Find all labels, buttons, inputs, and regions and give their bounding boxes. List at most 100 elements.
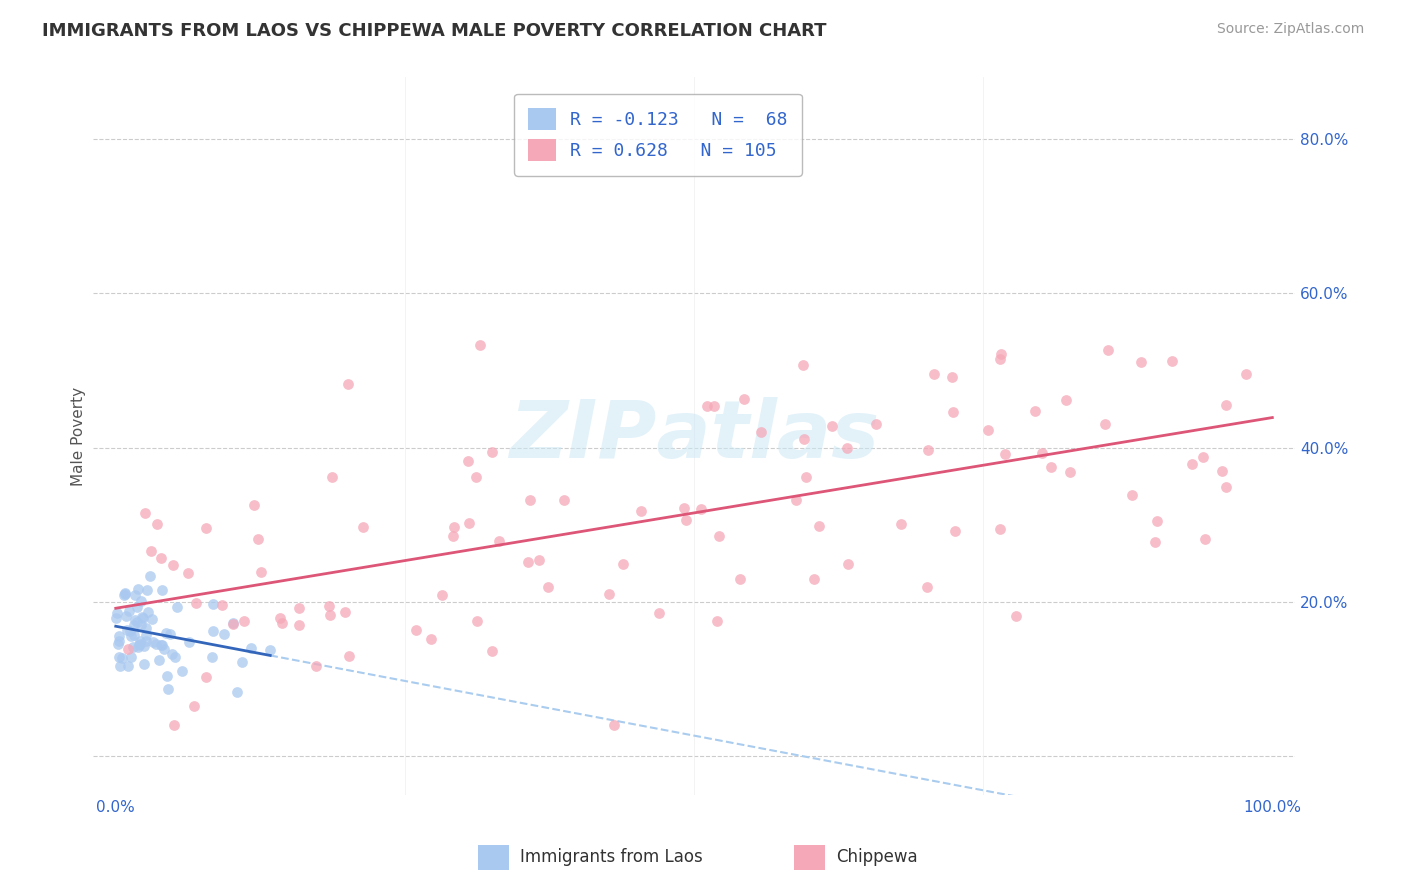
- Point: [703, 399, 725, 413]
- Point: [226, 685, 249, 699]
- Point: [149, 638, 172, 652]
- Point: [135, 621, 157, 635]
- Point: [318, 599, 340, 614]
- Point: [212, 627, 235, 641]
- Text: Source: ZipAtlas.com: Source: ZipAtlas.com: [1216, 22, 1364, 37]
- Point: [1160, 353, 1182, 368]
- Point: [139, 568, 162, 582]
- Point: [690, 502, 713, 516]
- Point: [127, 599, 149, 614]
- Point: [1059, 465, 1081, 479]
- Point: [288, 618, 311, 632]
- Point: [108, 659, 131, 673]
- Point: [124, 613, 146, 627]
- Point: [153, 642, 176, 657]
- Point: [1121, 488, 1143, 502]
- Legend: R = -0.123   N =  68, R = 0.628   N = 105: R = -0.123 N = 68, R = 0.628 N = 105: [515, 94, 801, 176]
- Point: [246, 533, 269, 547]
- Point: [994, 447, 1017, 461]
- Point: [1215, 398, 1237, 412]
- Point: [785, 493, 807, 508]
- Point: [107, 650, 129, 665]
- Point: [148, 653, 170, 667]
- Point: [120, 629, 142, 643]
- Point: [269, 611, 291, 625]
- Point: [135, 628, 157, 642]
- Point: [1039, 460, 1062, 475]
- Point: [107, 637, 129, 651]
- Point: [1094, 417, 1116, 431]
- Point: [430, 589, 453, 603]
- Point: [128, 638, 150, 652]
- Text: Chippewa: Chippewa: [837, 848, 918, 866]
- Point: [319, 607, 342, 622]
- Point: [177, 566, 200, 581]
- Point: [288, 601, 311, 615]
- Point: [988, 352, 1011, 367]
- Point: [132, 657, 155, 671]
- Point: [233, 614, 256, 628]
- Point: [1129, 355, 1152, 369]
- Point: [127, 582, 149, 596]
- Point: [201, 624, 224, 638]
- Point: [612, 557, 634, 571]
- Point: [728, 572, 751, 586]
- Point: [202, 597, 225, 611]
- Point: [1144, 534, 1167, 549]
- Point: [271, 615, 294, 630]
- Point: [162, 558, 184, 572]
- Point: [142, 634, 165, 648]
- Point: [129, 593, 152, 607]
- Point: [136, 605, 159, 619]
- Point: [977, 423, 1000, 437]
- Point: [163, 718, 186, 732]
- Point: [419, 632, 441, 646]
- Point: [249, 566, 271, 580]
- Point: [337, 648, 360, 663]
- Text: Immigrants from Laos: Immigrants from Laos: [520, 848, 703, 866]
- Point: [117, 659, 139, 673]
- Point: [468, 337, 491, 351]
- Point: [792, 358, 814, 372]
- Point: [865, 417, 887, 431]
- Point: [1194, 533, 1216, 547]
- Point: [598, 587, 620, 601]
- Point: [195, 520, 218, 534]
- Point: [443, 520, 465, 534]
- Point: [488, 533, 510, 548]
- Point: [537, 580, 560, 594]
- Point: [519, 493, 541, 508]
- Point: [240, 640, 263, 655]
- Point: [231, 655, 253, 669]
- Point: [441, 529, 464, 543]
- Point: [163, 649, 186, 664]
- Point: [990, 347, 1012, 361]
- Point: [630, 504, 652, 518]
- Point: [673, 501, 696, 516]
- Point: [222, 617, 245, 632]
- Point: [405, 624, 427, 638]
- Point: [120, 650, 142, 665]
- Point: [917, 442, 939, 457]
- Point: [602, 718, 624, 732]
- Point: [112, 589, 135, 603]
- Point: [124, 617, 146, 632]
- Point: [150, 638, 173, 652]
- Point: [179, 635, 201, 649]
- Point: [141, 612, 163, 626]
- Point: [922, 367, 945, 381]
- Point: [145, 637, 167, 651]
- Point: [156, 681, 179, 696]
- Point: [837, 557, 859, 571]
- Point: [1054, 393, 1077, 408]
- Point: [166, 599, 188, 614]
- Point: [159, 627, 181, 641]
- Point: [118, 624, 141, 639]
- Point: [242, 498, 264, 512]
- Point: [749, 425, 772, 439]
- Point: [108, 629, 131, 643]
- Point: [104, 611, 127, 625]
- Point: [527, 553, 550, 567]
- Point: [803, 572, 825, 586]
- Point: [1181, 457, 1204, 471]
